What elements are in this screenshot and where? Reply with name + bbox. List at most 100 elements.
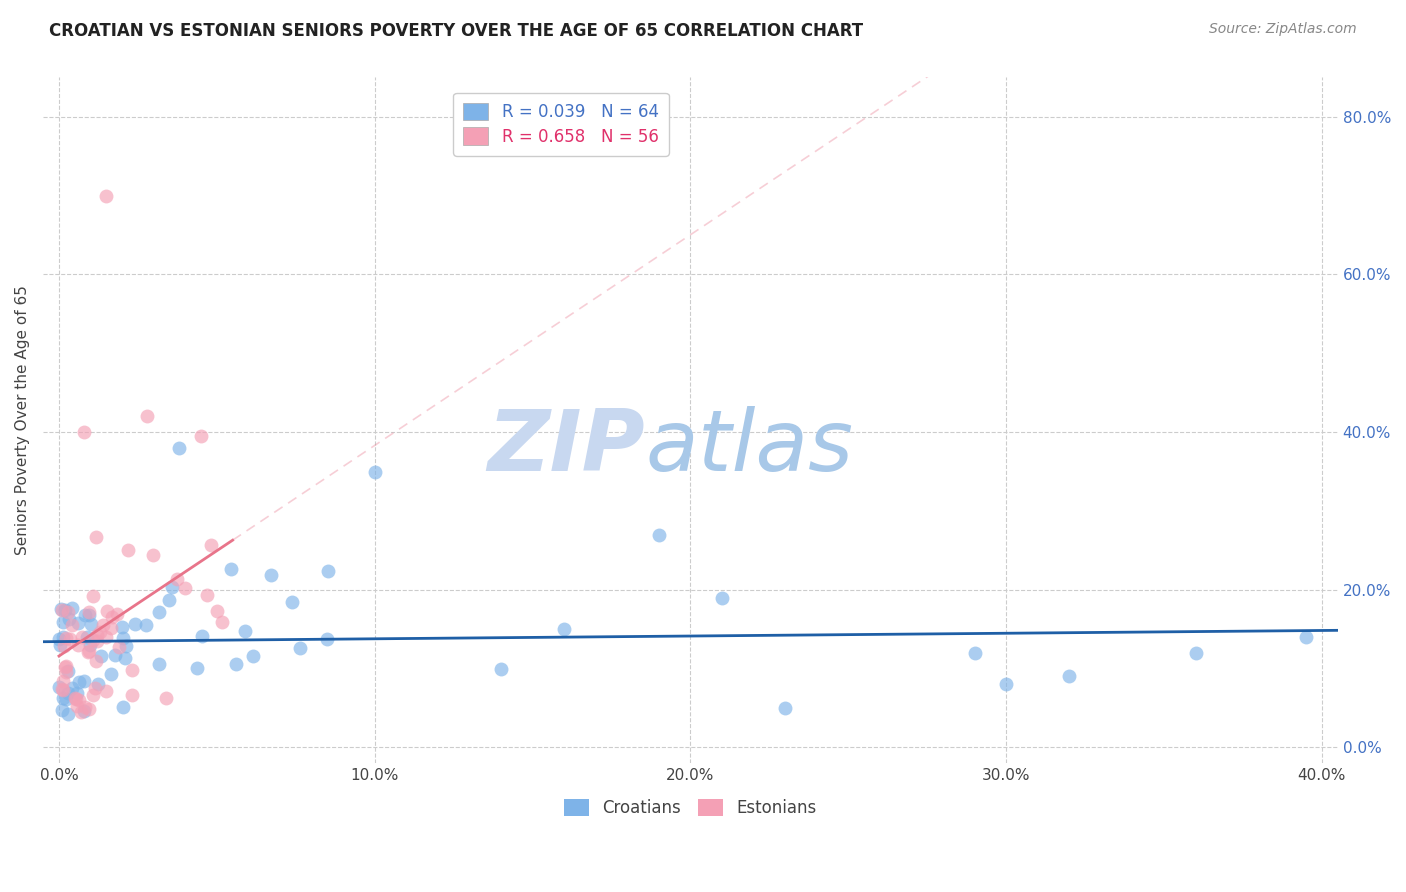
Point <box>281 595 304 609</box>
Point <box>110 620 132 634</box>
Point <box>100 621 122 635</box>
Point <box>73 607 96 622</box>
Point <box>105 607 128 622</box>
Point <box>65 691 87 706</box>
Point <box>49 602 72 616</box>
Point <box>963 646 986 660</box>
Point <box>60 601 83 615</box>
Point <box>124 616 146 631</box>
Point <box>73 704 96 718</box>
Point <box>51 602 73 616</box>
Point <box>66 699 89 714</box>
Point <box>101 610 124 624</box>
Point <box>773 701 796 715</box>
Point <box>260 567 283 582</box>
Point <box>104 648 127 663</box>
Point <box>51 682 73 697</box>
Point <box>995 677 1018 691</box>
Point <box>186 661 208 675</box>
Point <box>77 644 100 658</box>
Point <box>155 691 177 706</box>
Point <box>86 628 108 642</box>
Point <box>159 593 181 607</box>
Point <box>82 633 104 648</box>
Point <box>76 630 98 644</box>
Point <box>49 638 72 652</box>
Point <box>1295 630 1317 644</box>
Point <box>53 639 76 653</box>
Point <box>56 605 79 619</box>
Point <box>136 409 159 424</box>
Point <box>1059 669 1081 683</box>
Point <box>316 632 339 647</box>
Point <box>94 630 117 644</box>
Point <box>55 692 77 706</box>
Point <box>190 429 212 443</box>
Point <box>233 624 256 638</box>
Point <box>52 691 75 706</box>
Point <box>288 640 311 655</box>
Point <box>174 581 197 595</box>
Point <box>59 632 82 646</box>
Point <box>84 530 107 544</box>
Point <box>316 565 339 579</box>
Point <box>166 572 188 586</box>
Point <box>70 705 93 719</box>
Point <box>114 651 136 665</box>
Point <box>1184 646 1206 660</box>
Point <box>70 630 93 644</box>
Point <box>63 690 86 705</box>
Point <box>60 618 83 632</box>
Point <box>100 667 122 681</box>
Point <box>107 640 129 654</box>
Point <box>72 674 94 689</box>
Point <box>67 675 90 690</box>
Point <box>77 644 100 658</box>
Point <box>87 676 110 690</box>
Y-axis label: Seniors Poverty Over the Age of 65: Seniors Poverty Over the Age of 65 <box>15 285 30 555</box>
Point <box>89 624 111 639</box>
Point <box>82 589 104 603</box>
Point <box>52 673 75 688</box>
Point <box>190 629 212 643</box>
Point <box>66 686 89 700</box>
Point <box>84 654 107 668</box>
Point <box>67 616 90 631</box>
Point <box>51 703 73 717</box>
Point <box>55 631 77 645</box>
Legend: Croatians, Estonians: Croatians, Estonians <box>558 792 824 823</box>
Point <box>79 616 101 631</box>
Point <box>553 622 575 636</box>
Point <box>67 693 90 707</box>
Point <box>148 605 170 619</box>
Point <box>79 638 101 652</box>
Point <box>73 425 96 439</box>
Point <box>200 538 222 552</box>
Point <box>117 543 139 558</box>
Point <box>112 631 135 645</box>
Point <box>148 657 170 671</box>
Point <box>77 606 100 620</box>
Point <box>58 612 80 626</box>
Point <box>55 665 77 679</box>
Text: CROATIAN VS ESTONIAN SENIORS POVERTY OVER THE AGE OF 65 CORRELATION CHART: CROATIAN VS ESTONIAN SENIORS POVERTY OVE… <box>49 22 863 40</box>
Point <box>219 562 242 576</box>
Point <box>52 615 75 629</box>
Point <box>56 707 79 722</box>
Point <box>96 604 118 618</box>
Point <box>58 686 80 700</box>
Point <box>84 681 107 696</box>
Point <box>60 681 83 695</box>
Point <box>489 661 512 675</box>
Point <box>195 588 218 602</box>
Point <box>225 657 247 672</box>
Point <box>363 465 385 479</box>
Point <box>96 684 118 698</box>
Point <box>242 648 264 663</box>
Point <box>711 591 734 605</box>
Point <box>111 700 134 714</box>
Text: ZIP: ZIP <box>488 406 645 489</box>
Point <box>91 618 114 632</box>
Point <box>48 680 70 694</box>
Text: Source: ZipAtlas.com: Source: ZipAtlas.com <box>1209 22 1357 37</box>
